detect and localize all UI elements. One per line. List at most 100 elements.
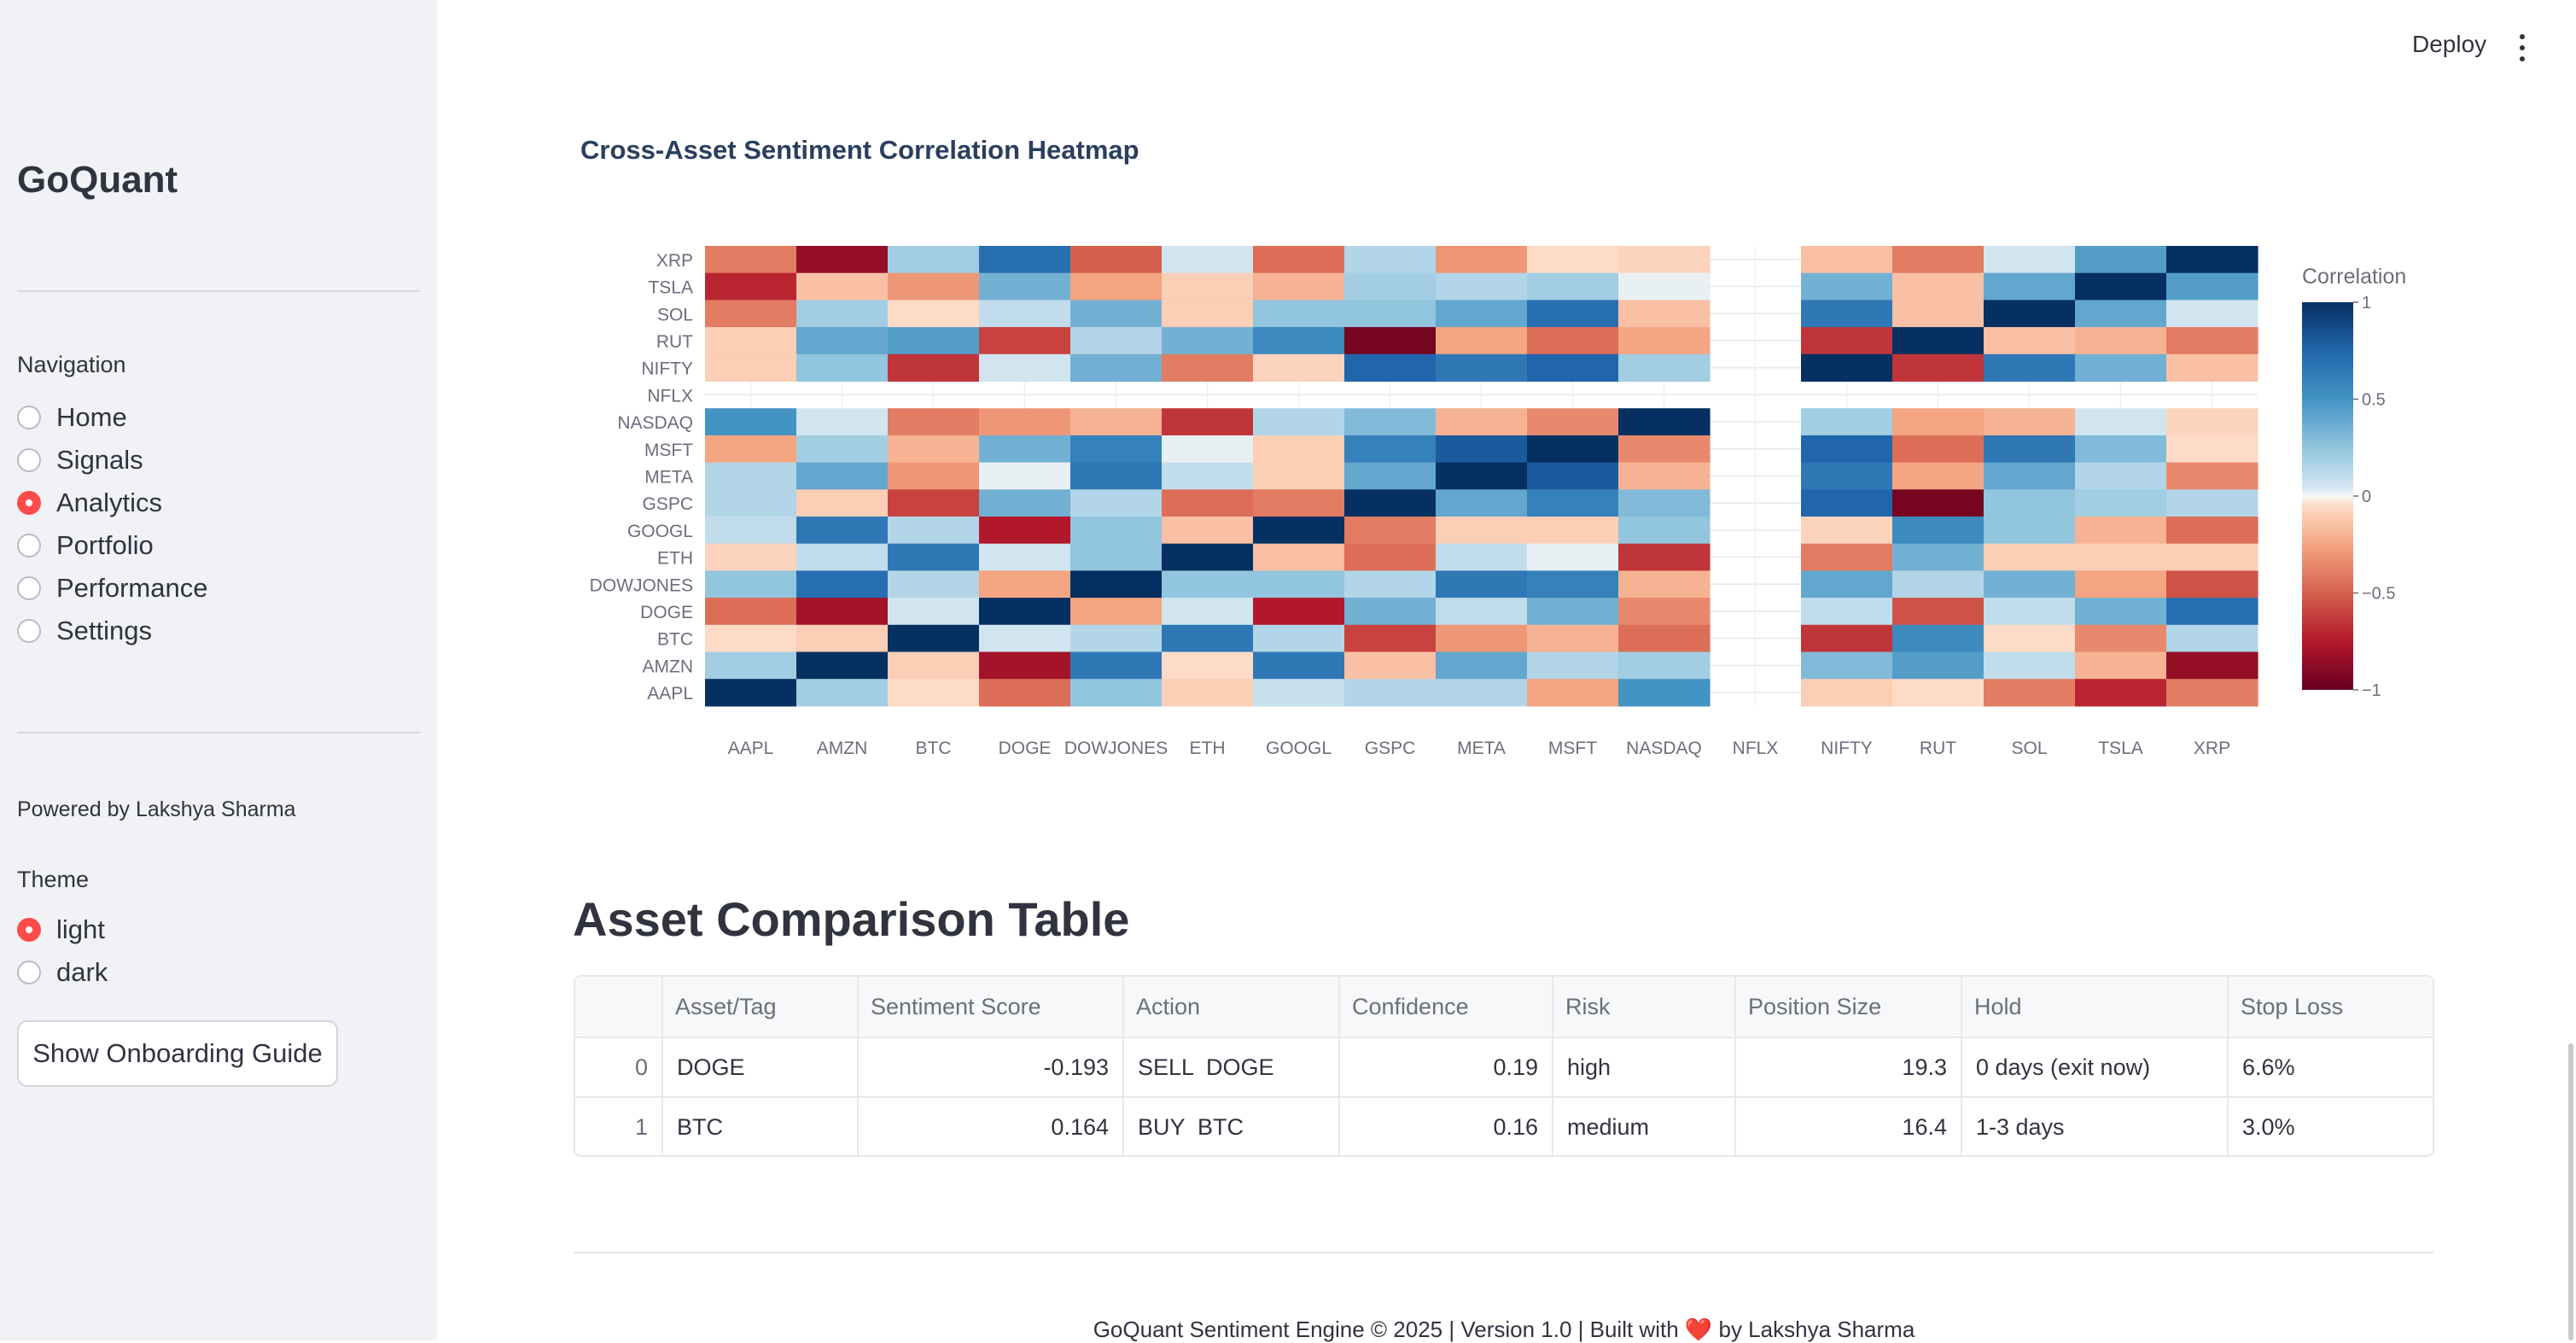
radio-circle-icon[interactable]: [17, 491, 41, 515]
main-menu-kebab-icon[interactable]: [2516, 31, 2528, 65]
risk-cell[interactable]: high: [1553, 1037, 1736, 1098]
nav-item-signals[interactable]: Signals: [17, 439, 207, 482]
sidebar-divider: [17, 290, 420, 292]
heatmap-cell: [1436, 679, 1528, 707]
heatmap-cell: [705, 246, 797, 274]
confidence-cell[interactable]: 0.16: [1339, 1097, 1553, 1155]
column-header-sentiment-score[interactable]: Sentiment Score: [858, 977, 1124, 1038]
nav-item-performance[interactable]: Performance: [17, 567, 207, 610]
heatmap-cell: [796, 679, 889, 707]
heatmap-x-tick-label: GOOGL: [1266, 739, 1332, 758]
nav-item-settings[interactable]: Settings: [17, 610, 207, 652]
heatmap-cell: [2075, 246, 2167, 274]
hold-cell[interactable]: 1-3 days: [1961, 1097, 2229, 1155]
nav-item-portfolio[interactable]: Portfolio: [17, 524, 207, 567]
heatmap-cell: [1344, 462, 1437, 490]
sentiment-score-cell[interactable]: 0.164: [858, 1097, 1124, 1155]
heatmap-cell: [1436, 624, 1528, 653]
correlation-heatmap: XRP TSLA SOL RUT NIFTY NFLX NASDAQ MSFT META GSPC…: [590, 246, 2406, 758]
asset-tag-cell[interactable]: DOGE: [662, 1037, 859, 1098]
column-header-position-size[interactable]: Position Size: [1735, 977, 1962, 1038]
heatmap-cell: [1618, 543, 1711, 571]
heatmap-cell: [1527, 489, 1619, 517]
show-onboarding-guide-button[interactable]: Show Onboarding Guide: [17, 1020, 338, 1087]
heatmap-cell: [2075, 598, 2167, 626]
asset-comparison-table[interactable]: Asset/Tag Sentiment Score Action Confide…: [574, 975, 2434, 1157]
heatmap-cell: [1801, 489, 1893, 517]
asset-tag-cell[interactable]: BTC: [662, 1097, 859, 1155]
heatmap-cell: [888, 272, 980, 301]
action-cell[interactable]: SELL DOGE: [1123, 1037, 1340, 1098]
radio-circle-icon[interactable]: [17, 619, 41, 643]
heart-icon: ❤️: [1684, 1317, 1713, 1342]
radio-circle-icon[interactable]: [17, 448, 41, 472]
stop-loss-cell[interactable]: 6.6%: [2228, 1037, 2433, 1098]
column-header-confidence[interactable]: Confidence: [1339, 977, 1553, 1038]
heatmap-cell: [1070, 651, 1163, 680]
heatmap-cell: [1618, 408, 1711, 436]
nav-item-analytics[interactable]: Analytics: [17, 482, 207, 524]
action-cell[interactable]: BUY BTC: [1123, 1097, 1340, 1155]
heatmap-cell: [1618, 517, 1711, 545]
row-index-cell[interactable]: 1: [575, 1097, 663, 1155]
heatmap-cell: [979, 679, 1071, 707]
heatmap-cell: [1984, 651, 2076, 680]
theme-label: Theme: [17, 867, 90, 892]
heatmap-cell: [1527, 353, 1619, 382]
heatmap-y-tick-label: DOGE: [640, 603, 693, 622]
theme-option-dark[interactable]: dark: [17, 951, 108, 994]
column-header-action[interactable]: Action: [1123, 977, 1340, 1038]
position-size-cell[interactable]: 16.4: [1735, 1097, 1962, 1155]
column-header-risk[interactable]: Risk: [1553, 977, 1736, 1038]
heatmap-title: Cross-Asset Sentiment Correlation Heatma…: [580, 135, 1139, 165]
heatmap-cell: [1892, 651, 1984, 680]
heatmap-cell: [1801, 598, 1893, 626]
column-header-stop-loss[interactable]: Stop Loss: [2228, 977, 2433, 1038]
heatmap-cell: [1253, 327, 1345, 355]
heatmap-cell: [1618, 435, 1711, 464]
position-size-cell[interactable]: 19.3: [1735, 1037, 1962, 1098]
radio-circle-icon[interactable]: [17, 961, 41, 984]
radio-circle-icon[interactable]: [17, 534, 41, 558]
heatmap-y-tick-label: GSPC: [642, 494, 693, 514]
heatmap-cell: [1344, 651, 1437, 680]
theme-option-light[interactable]: light: [17, 908, 108, 951]
heatmap-cell: [1253, 651, 1345, 680]
column-header-index[interactable]: [575, 977, 663, 1038]
heatmap-cell: [1527, 300, 1619, 328]
heatmap-x-tick-label: MSFT: [1548, 739, 1597, 758]
heatmap-cell: [888, 679, 980, 707]
confidence-cell[interactable]: 0.19: [1339, 1037, 1553, 1098]
heatmap-cell: [2075, 272, 2167, 301]
risk-cell[interactable]: medium: [1553, 1097, 1736, 1155]
stop-loss-cell[interactable]: 3.0%: [2242, 1113, 2295, 1140]
colorbar: [2302, 302, 2353, 690]
table-row: 1 BTC 0.164 BUY BTC 0.16 medium 16.4 1-3…: [575, 1097, 2433, 1155]
heatmap-y-tick-label: MSFT: [644, 441, 693, 460]
table-header-row: Asset/Tag Sentiment Score Action Confide…: [575, 977, 2433, 1038]
sentiment-score-cell[interactable]: -0.193: [858, 1037, 1124, 1098]
nav-item-home[interactable]: Home: [17, 396, 207, 439]
deploy-button[interactable]: Deploy: [2412, 31, 2487, 57]
radio-circle-icon[interactable]: [17, 918, 41, 942]
heatmap-cell: [1618, 327, 1711, 355]
page-scrollbar[interactable]: [2568, 1043, 2573, 1340]
radio-circle-icon[interactable]: [17, 406, 41, 429]
heatmap-cell: [979, 272, 1071, 301]
hold-cell[interactable]: 0 days (exit now): [1961, 1037, 2229, 1098]
heatmap-cell: [1618, 651, 1711, 680]
heatmap-cell: [888, 543, 980, 571]
heatmap-cell: [1801, 517, 1893, 545]
sidebar: GoQuant Navigation Home Signals Analytic…: [0, 0, 437, 1340]
heatmap-cell: [888, 651, 980, 680]
radio-circle-icon[interactable]: [17, 576, 41, 600]
row-index-cell[interactable]: 0: [575, 1037, 663, 1098]
kebab-dot: [2520, 34, 2525, 39]
heatmap-cell: [1801, 246, 1893, 274]
heatmap-cell: [1436, 300, 1528, 328]
heatmap-cell: [796, 272, 889, 301]
nav-item-label: Analytics: [56, 488, 163, 517]
heatmap-cell: [1801, 651, 1893, 680]
column-header-hold[interactable]: Hold: [1961, 977, 2229, 1038]
column-header-asset-tag[interactable]: Asset/Tag: [662, 977, 859, 1038]
